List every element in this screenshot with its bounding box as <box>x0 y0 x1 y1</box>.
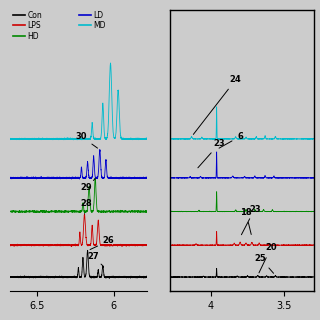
Text: 6: 6 <box>219 132 243 148</box>
Text: 25: 25 <box>255 254 274 273</box>
Text: 23: 23 <box>198 139 225 168</box>
Text: 28: 28 <box>80 199 92 214</box>
Text: 30: 30 <box>75 132 98 148</box>
Text: 27: 27 <box>88 252 103 266</box>
Text: 24: 24 <box>193 75 242 134</box>
Text: 29: 29 <box>80 179 95 192</box>
Text: 20: 20 <box>259 244 277 273</box>
Text: 18: 18 <box>240 208 252 235</box>
Text: 26: 26 <box>90 236 115 250</box>
Legend: LD, MD: LD, MD <box>79 11 106 30</box>
Text: 23: 23 <box>241 204 260 235</box>
